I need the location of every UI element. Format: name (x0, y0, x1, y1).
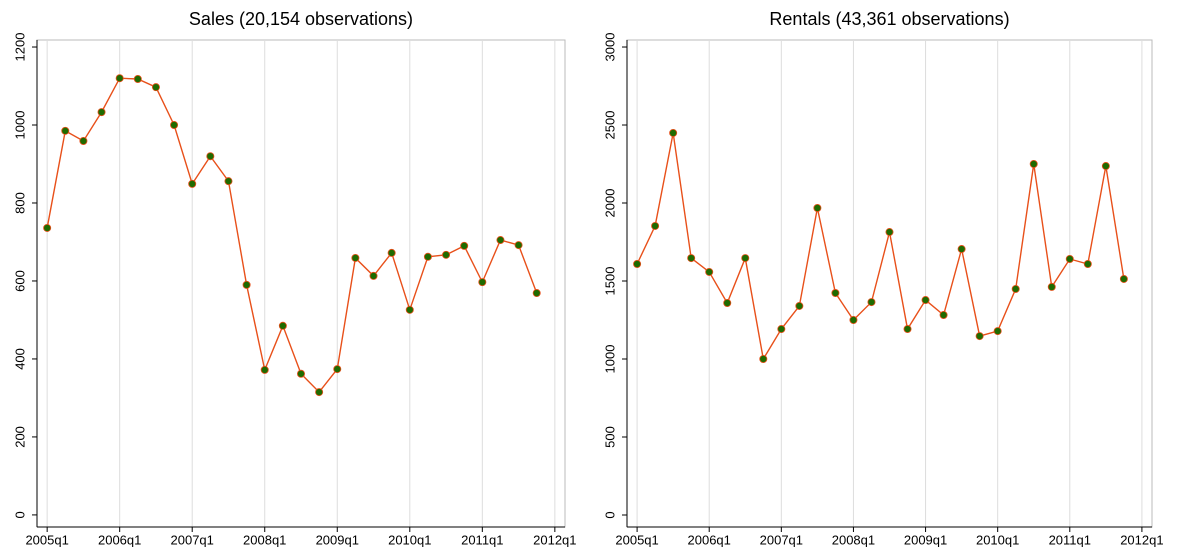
y-tick-label: 600 (12, 270, 27, 292)
data-point (296, 369, 305, 378)
chart-title: Rentals (43,361 observations) (769, 9, 1009, 29)
data-point (170, 121, 179, 130)
x-tick-label: 2007q1 (760, 532, 803, 547)
x-tick-label: 2008q1 (243, 532, 286, 547)
data-point (1011, 284, 1020, 293)
data-point (79, 136, 88, 145)
data-point (188, 179, 197, 188)
data-point (705, 267, 714, 276)
data-point (957, 245, 966, 254)
x-tick-label: 2005q1 (615, 532, 658, 547)
data-point (514, 241, 523, 250)
data-point (651, 221, 660, 230)
y-tick-label: 800 (12, 192, 27, 214)
y-tick-label: 2500 (602, 111, 617, 140)
data-point (1029, 160, 1038, 169)
y-tick-label: 200 (12, 426, 27, 448)
data-point (885, 228, 894, 237)
y-tick-label: 500 (602, 426, 617, 448)
y-tick-label: 1200 (12, 33, 27, 62)
data-point (133, 74, 142, 83)
x-tick-label: 2012q1 (533, 532, 576, 547)
data-point (405, 305, 414, 314)
data-point (442, 250, 451, 259)
chart-title: Sales (20,154 observations) (189, 9, 413, 29)
data-point (260, 365, 269, 374)
data-point (633, 260, 642, 269)
data-point (532, 289, 541, 298)
x-tick-label: 2009q1 (904, 532, 947, 547)
data-point (813, 204, 822, 213)
data-point (669, 128, 678, 137)
x-tick-label: 2006q1 (688, 532, 731, 547)
data-point (423, 252, 432, 261)
x-tick-label: 2006q1 (98, 532, 141, 547)
data-point (387, 248, 396, 257)
data-point (795, 301, 804, 310)
x-tick-label: 2010q1 (976, 532, 1019, 547)
data-point (61, 126, 70, 135)
data-point (351, 253, 360, 262)
data-point (1083, 260, 1092, 269)
y-tick-label: 1000 (12, 111, 27, 140)
data-point (115, 74, 124, 83)
data-point (741, 254, 750, 263)
data-point (478, 278, 487, 287)
y-tick-label: 400 (12, 348, 27, 370)
data-point (831, 289, 840, 298)
data-point (369, 271, 378, 280)
data-point (1047, 282, 1056, 291)
data-point (903, 325, 912, 334)
data-point (278, 321, 287, 330)
data-point (867, 298, 876, 307)
x-tick-label: 2007q1 (171, 532, 214, 547)
data-point (921, 296, 930, 305)
data-point (206, 152, 215, 161)
data-line (46, 77, 538, 394)
data-point (460, 241, 469, 250)
data-point (777, 325, 786, 334)
data-point (43, 223, 52, 232)
data-point (1065, 255, 1074, 264)
x-tick-label: 2008q1 (832, 532, 875, 547)
data-point (333, 365, 342, 374)
data-point (759, 354, 768, 363)
plot-area (36, 39, 566, 528)
x-tick-label: 2010q1 (388, 532, 431, 547)
data-point (1119, 274, 1128, 283)
data-point (496, 236, 505, 245)
data-point (993, 327, 1002, 336)
data-point (939, 311, 948, 320)
x-tick-label: 2009q1 (316, 532, 359, 547)
data-point (687, 254, 696, 263)
y-tick-label: 0 (602, 511, 617, 518)
data-point (975, 332, 984, 341)
x-tick-label: 2012q1 (1120, 532, 1163, 547)
data-point (315, 388, 324, 397)
y-tick-label: 1000 (602, 345, 617, 374)
y-tick-label: 2000 (602, 189, 617, 218)
y-tick-label: 3000 (602, 33, 617, 62)
data-point (1101, 162, 1110, 171)
data-point (97, 108, 106, 117)
y-tick-label: 0 (12, 511, 27, 518)
y-tick-label: 1500 (602, 267, 617, 296)
x-tick-label: 2011q1 (1049, 532, 1091, 547)
x-tick-label: 2005q1 (25, 532, 68, 547)
data-point (242, 280, 251, 289)
data-point (723, 298, 732, 307)
data-point (224, 177, 233, 186)
plot-area (626, 39, 1153, 528)
x-tick-label: 2011q1 (461, 532, 503, 547)
data-line (636, 132, 1125, 361)
data-point (849, 316, 858, 325)
data-point (151, 83, 160, 92)
